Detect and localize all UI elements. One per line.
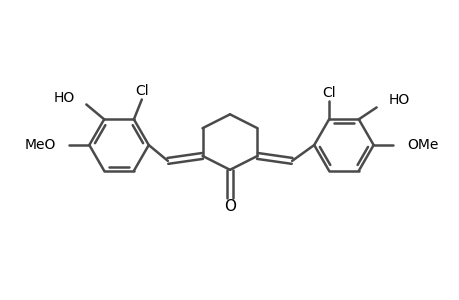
Text: HO: HO — [53, 91, 74, 104]
Text: O: O — [224, 199, 235, 214]
Text: MeO: MeO — [24, 138, 56, 152]
Text: Cl: Cl — [135, 84, 148, 98]
Text: OMe: OMe — [407, 138, 438, 152]
Text: HO: HO — [388, 94, 409, 107]
Text: Cl: Cl — [322, 85, 335, 100]
